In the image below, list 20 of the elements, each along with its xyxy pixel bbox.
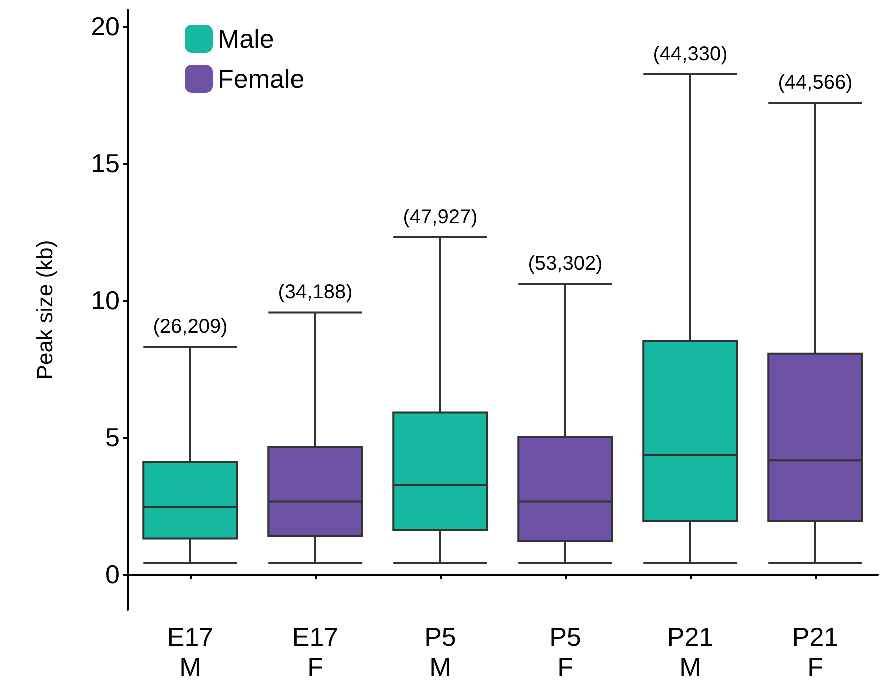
annotation: (47,927) — [403, 206, 478, 228]
annotation: (53,302) — [528, 252, 603, 275]
annotation: (44,566) — [778, 72, 853, 94]
y-axis-title: Peak size (kb) — [32, 240, 58, 380]
y-tick-label: 5 — [106, 422, 120, 452]
x-tick-label: P21 F — [792, 622, 839, 682]
y-tick-label: 20 — [91, 11, 120, 42]
x-tick-label: E17 M — [167, 622, 214, 682]
legend-label: Male — [218, 24, 274, 54]
x-tick-label: P5 F — [550, 622, 582, 682]
x-tick-label: P21 M — [667, 622, 714, 682]
x-tick-label: E17 F — [292, 622, 339, 682]
annotation: (34,188) — [278, 282, 353, 304]
y-tick-label: 10 — [91, 285, 120, 316]
y-tick-label: 15 — [91, 148, 120, 178]
y-tick-label: 0 — [106, 559, 120, 590]
legend-label: Female — [218, 64, 305, 94]
annotation: (44,330) — [653, 43, 728, 66]
annotation: (26,209) — [153, 316, 228, 338]
x-tick-label: P5 M — [424, 622, 456, 682]
